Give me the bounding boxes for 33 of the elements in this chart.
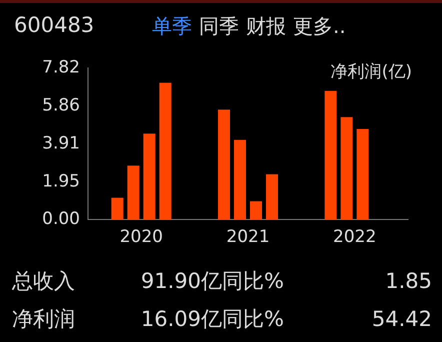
bar	[340, 117, 353, 220]
bar	[356, 128, 369, 220]
text: 同比%	[222, 306, 285, 333]
text: 财报	[246, 14, 286, 38]
bar	[111, 198, 124, 220]
text: 54.42	[370, 307, 432, 331]
bar	[234, 140, 246, 220]
bar	[324, 90, 337, 220]
x-tick-label: 2022	[333, 227, 376, 248]
y-tick-label: 7.82	[42, 58, 80, 78]
x-tick-label: 2021	[226, 227, 270, 248]
y-tick-label: 3.91	[42, 133, 80, 154]
text: 1.85	[384, 269, 432, 293]
x-tick-label: 2020	[120, 227, 163, 248]
y-tick-label: 0.00	[42, 209, 80, 230]
bar	[266, 174, 278, 220]
bar	[143, 134, 156, 220]
text: 净利润	[12, 306, 76, 333]
y-axis-title: 净利润(亿)	[330, 61, 412, 83]
text: 16.09亿	[140, 306, 222, 333]
text: 同比%	[222, 268, 285, 295]
bar	[127, 166, 140, 220]
text: 同季	[199, 14, 239, 38]
bar	[218, 110, 230, 220]
bar	[159, 82, 172, 220]
text: 总收入	[12, 268, 76, 295]
text: 更多..	[293, 14, 346, 38]
text: 91.90亿	[140, 268, 222, 295]
chart-title: 600483	[14, 13, 94, 37]
y-tick-label: 5.86	[42, 96, 80, 116]
bar	[250, 201, 262, 220]
y-tick-label: 1.95	[42, 171, 80, 192]
text: 单季	[152, 14, 192, 38]
